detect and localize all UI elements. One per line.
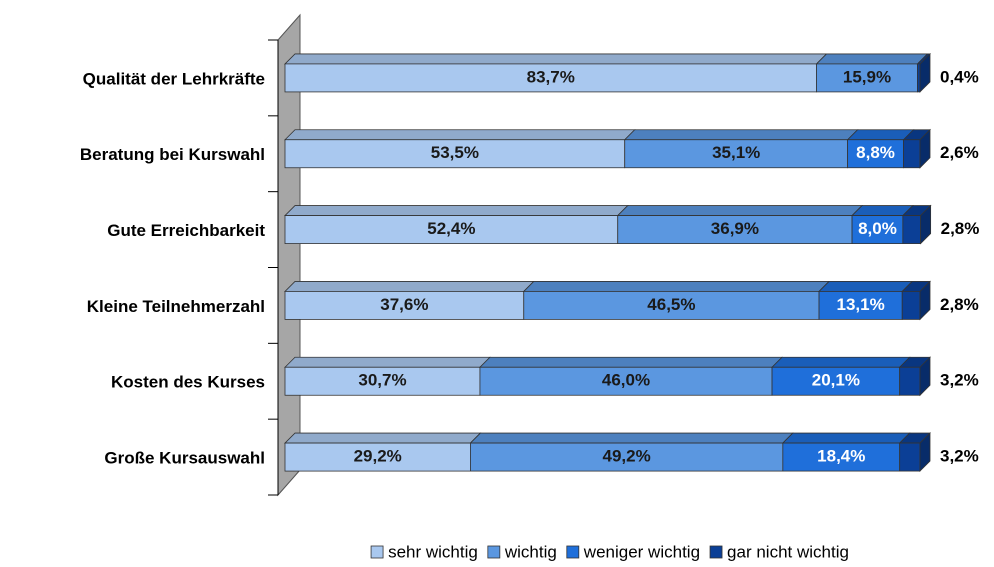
bar-top	[284, 432, 482, 444]
bar	[816, 63, 918, 93]
bar-top	[284, 281, 535, 292]
bar	[523, 291, 820, 320]
data-label: 46,5%	[647, 295, 695, 314]
bar-top	[815, 53, 929, 65]
bar	[284, 366, 481, 396]
bar	[284, 63, 817, 93]
bar-top	[469, 432, 794, 444]
bar	[284, 139, 626, 169]
data-label: 2,6%	[940, 143, 979, 162]
data-label: 15,9%	[843, 67, 891, 86]
data-label: 35,1%	[712, 143, 760, 162]
legend-swatch	[487, 545, 501, 559]
bar	[284, 442, 471, 472]
bar-top	[478, 356, 784, 368]
data-label: 0,4%	[940, 67, 979, 86]
data-label: 13,1%	[837, 295, 885, 314]
bar-top	[522, 281, 831, 292]
data-label: 3,2%	[940, 371, 979, 390]
data-label: 3,2%	[940, 447, 979, 466]
category-label: Große Kursauswahl	[104, 449, 265, 468]
category-label: Qualität der Lehrkräfte	[83, 69, 265, 88]
bar-top	[284, 129, 636, 141]
legend-label: weniger wichtig	[583, 542, 700, 561]
data-label: 83,7%	[527, 67, 575, 86]
bar-top	[623, 129, 859, 141]
bar	[624, 139, 849, 169]
data-label: 37,6%	[380, 295, 428, 314]
category-ticks	[268, 39, 278, 496]
bar-side	[920, 204, 932, 245]
data-label: 18,4%	[817, 447, 865, 466]
legend: sehr wichtig wichtig weniger wichtig gar ni…	[370, 542, 849, 561]
data-label: 29,2%	[354, 447, 402, 466]
bar-top	[284, 205, 629, 216]
data-label: 49,2%	[603, 447, 651, 466]
bar-top	[851, 205, 914, 216]
data-label: 8,0%	[858, 219, 897, 238]
category-label: Gute Erreichbarkeit	[107, 221, 265, 240]
bar-side	[919, 356, 931, 397]
legend-label: wichtig	[504, 542, 557, 561]
data-label: 2,8%	[941, 219, 980, 238]
bar	[899, 366, 921, 396]
bar-side	[919, 128, 931, 169]
bar	[284, 291, 525, 320]
bar-side	[919, 280, 931, 321]
legend-swatch	[566, 545, 580, 559]
bar	[470, 442, 784, 472]
legend-swatch	[370, 545, 384, 559]
category-label: Kleine Teilnehmerzahl	[87, 297, 265, 316]
bar-top	[284, 356, 491, 368]
bar	[818, 291, 903, 320]
data-label: 30,7%	[358, 371, 406, 390]
data-label: 53,5%	[431, 143, 479, 162]
legend-swatch	[709, 545, 723, 559]
data-label: 2,8%	[940, 295, 979, 314]
data-label: 8,8%	[856, 143, 895, 162]
bar	[851, 215, 904, 244]
category-label: Beratung bei Kurswahl	[80, 145, 265, 164]
bar-side	[919, 52, 931, 93]
data-label: 36,9%	[711, 219, 759, 238]
bar	[903, 139, 921, 169]
bar-top	[846, 129, 915, 141]
bar	[901, 291, 921, 320]
category-label: Kosten des Kurses	[111, 373, 265, 392]
data-label: 20,1%	[812, 371, 860, 390]
bar	[902, 215, 922, 244]
bar-top	[771, 356, 911, 368]
legend-label: sehr wichtig	[388, 542, 478, 561]
bar	[899, 442, 921, 472]
bar-side	[919, 432, 931, 473]
bar-top	[781, 432, 911, 444]
bar	[617, 215, 853, 244]
bar-top	[284, 53, 828, 65]
bar	[782, 442, 901, 472]
bar	[284, 215, 619, 244]
bar-top	[818, 281, 914, 292]
data-label: 52,4%	[427, 219, 475, 238]
bar-top	[616, 205, 864, 216]
data-label: 46,0%	[602, 371, 650, 390]
legend-label: gar nicht wichtig	[727, 542, 849, 561]
